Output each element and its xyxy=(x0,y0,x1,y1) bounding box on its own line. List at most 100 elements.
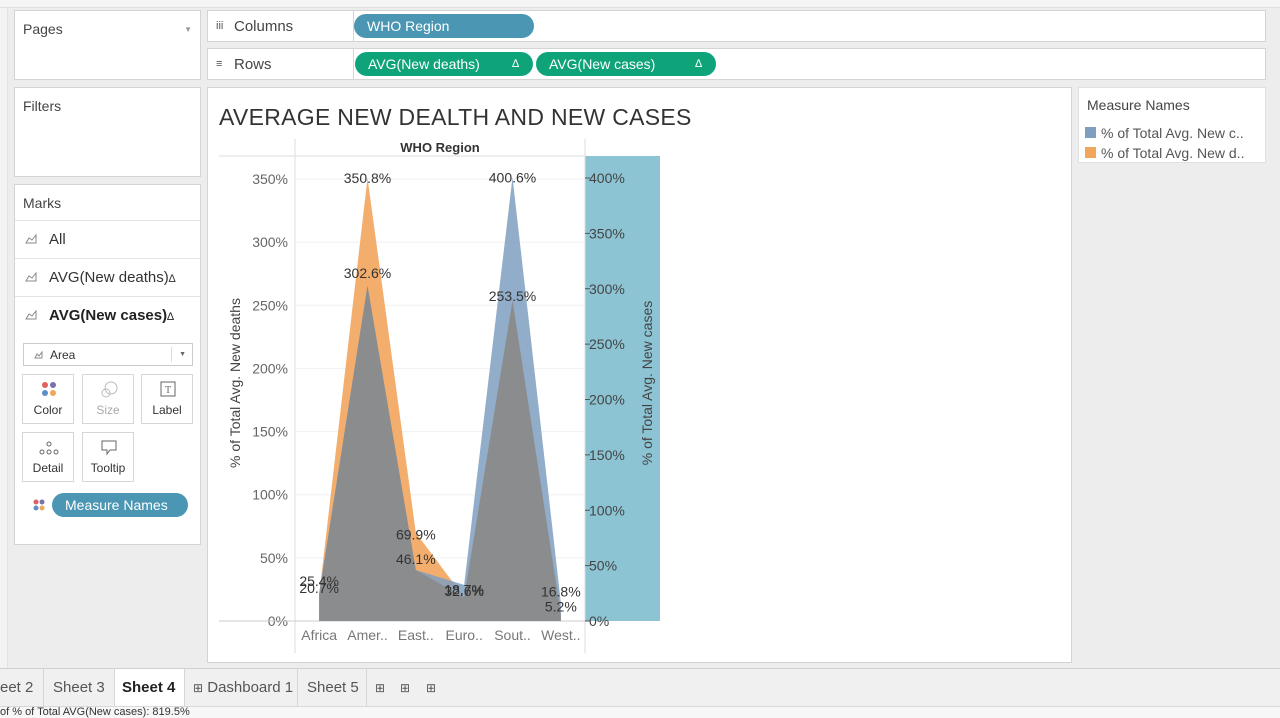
mark-type-dropdown[interactable]: Area ▼ xyxy=(23,343,193,366)
area-mark-icon xyxy=(25,234,37,244)
label-new-deaths: 20.7% xyxy=(299,580,339,596)
label-new-deaths: 69.9% xyxy=(396,527,436,543)
pill-label: AVG(New cases) xyxy=(549,56,656,72)
right-tick-label: 50% xyxy=(589,558,617,574)
measure-names-legend[interactable]: Measure Names % of Total Avg. New c.. % … xyxy=(1078,87,1266,163)
label-new-cases: 302.6% xyxy=(344,265,391,281)
viz-title: AVERAGE NEW DEALTH AND NEW CASES xyxy=(219,104,692,130)
right-tick-label: 100% xyxy=(589,502,625,518)
left-tick-label: 50% xyxy=(260,550,288,566)
label-new-deaths: 350.8% xyxy=(344,170,391,186)
new-deaths-pill[interactable]: AVG(New deaths) ∆ xyxy=(355,52,533,76)
svg-text:T: T xyxy=(165,385,171,396)
label-button[interactable]: T Label xyxy=(141,374,193,424)
right-tick-label: 150% xyxy=(589,447,625,463)
label-new-cases: 46.1% xyxy=(396,551,436,567)
marks-row-new-cases[interactable]: AVG(New cases)∆ xyxy=(15,296,200,334)
dashboard-icon: ⊞ xyxy=(193,681,204,695)
filters-card[interactable]: Filters xyxy=(14,87,201,177)
legend-swatch xyxy=(1085,127,1096,138)
marks-row-label: All xyxy=(49,231,66,248)
area-mark-icon xyxy=(25,310,37,320)
pages-card[interactable]: Pages ▼ xyxy=(14,10,201,80)
tab-sheet-3[interactable]: Sheet 3 xyxy=(44,669,115,707)
legend-label: % of Total Avg. New d.. xyxy=(1101,145,1245,161)
pages-title: Pages xyxy=(23,21,63,37)
pill-label: WHO Region xyxy=(367,18,450,34)
marks-row-text: AVG(New deaths) xyxy=(49,269,169,286)
color-button[interactable]: Color xyxy=(22,374,74,424)
new-cases-pill[interactable]: AVG(New cases) ∆ xyxy=(536,52,716,76)
viz-pane: AVERAGE NEW DEALTH AND NEW CASES WHO Reg… xyxy=(207,87,1072,663)
label-new-cases: 400.6% xyxy=(489,169,536,185)
right-axis-band xyxy=(585,156,660,621)
marks-row-text: AVG(New cases) xyxy=(49,307,168,324)
color-icon xyxy=(42,382,56,396)
delta-icon: ∆ xyxy=(512,58,519,70)
size-icon xyxy=(101,381,118,398)
who-region-pill[interactable]: WHO Region xyxy=(354,14,534,38)
chevron-down-icon[interactable]: ▼ xyxy=(179,351,186,358)
columns-label: Columns xyxy=(234,18,294,35)
new-worksheet-icon[interactable]: ⊞ xyxy=(375,681,386,695)
rows-icon: ≡ xyxy=(216,58,223,70)
status-bar: of % of Total AVG(New cases): 819.5% xyxy=(0,706,1280,718)
left-edge xyxy=(0,8,8,668)
columns-shelf-name: iii Columns xyxy=(208,11,354,41)
detail-button[interactable]: Detail xyxy=(22,432,74,482)
tab-label: Sheet 4 xyxy=(122,679,176,696)
marks-card: Marks All AVG(New deaths)∆ AVG(New cases… xyxy=(14,184,201,545)
tab-label: Dashboard 1 xyxy=(207,679,294,696)
left-axis-title: % of Total Avg. New deaths xyxy=(227,298,243,468)
tooltip-button[interactable]: Tooltip xyxy=(82,432,134,482)
right-tick-label: 300% xyxy=(589,281,625,297)
marks-row-all[interactable]: All xyxy=(15,220,200,258)
area-overlap xyxy=(319,285,561,621)
measure-names-pill[interactable]: Measure Names xyxy=(52,493,188,517)
label-new-cases: 25.4% xyxy=(299,573,339,589)
category-label: Euro.. xyxy=(445,627,482,643)
right-tick-label: 250% xyxy=(589,336,625,352)
tab-sheet-4[interactable]: Sheet 4 xyxy=(115,669,185,707)
tab-dashboard-1[interactable]: ⊞ Dashboard 1 xyxy=(185,669,298,707)
rows-shelf-name: ≡ Rows xyxy=(208,49,354,79)
size-button[interactable]: Size xyxy=(82,374,134,424)
dropdown-divider xyxy=(171,347,172,362)
size-label: Size xyxy=(96,403,120,417)
columns-shelf[interactable]: iii Columns WHO Region xyxy=(207,10,1266,42)
label-new-cases: 16.8% xyxy=(541,583,581,599)
area-mark-icon xyxy=(25,272,37,282)
category-label: Sout.. xyxy=(494,627,531,643)
delta-icon: ∆ xyxy=(167,311,174,323)
chevron-down-icon[interactable]: ▼ xyxy=(184,25,192,34)
marks-row-new-deaths[interactable]: AVG(New deaths)∆ xyxy=(15,258,200,296)
right-tick-label: 200% xyxy=(589,392,625,408)
tab-sheet-5[interactable]: Sheet 5 xyxy=(298,669,367,707)
marks-row-label: AVG(New cases)∆ xyxy=(49,307,174,324)
label-new-deaths: 253.5% xyxy=(489,288,536,304)
rows-shelf[interactable]: ≡ Rows AVG(New deaths) ∆ AVG(New cases) … xyxy=(207,48,1266,80)
category-label: West.. xyxy=(541,627,580,643)
column-header: WHO Region xyxy=(400,140,479,155)
right-axis-title: % of Total Avg. New cases xyxy=(639,301,655,465)
new-story-icon[interactable]: ⊞ xyxy=(426,681,437,695)
left-tick-label: 150% xyxy=(252,424,288,440)
area-chart[interactable]: WHO Region0%50%100%150%200%250%300%350%0… xyxy=(208,133,668,663)
category-label: Amer.. xyxy=(347,627,387,643)
tooltip-label: Tooltip xyxy=(90,461,126,475)
pill-label: Measure Names xyxy=(65,497,168,513)
category-label: Africa xyxy=(301,627,337,643)
right-tick-label: 400% xyxy=(589,170,625,186)
color-label: Color xyxy=(33,403,63,417)
new-dashboard-icon[interactable]: ⊞ xyxy=(400,681,411,695)
tab-sheet-2[interactable]: eet 2 xyxy=(0,669,44,707)
rows-label: Rows xyxy=(234,56,272,73)
tab-label: Sheet 5 xyxy=(307,679,359,696)
text-label-icon: T xyxy=(160,381,176,397)
detail-icon xyxy=(39,441,59,455)
left-tick-label: 350% xyxy=(252,171,288,187)
legend-swatch xyxy=(1085,147,1096,158)
right-tick-label: 0% xyxy=(589,613,609,629)
legend-title: Measure Names xyxy=(1087,97,1190,113)
delta-icon: ∆ xyxy=(168,273,176,285)
